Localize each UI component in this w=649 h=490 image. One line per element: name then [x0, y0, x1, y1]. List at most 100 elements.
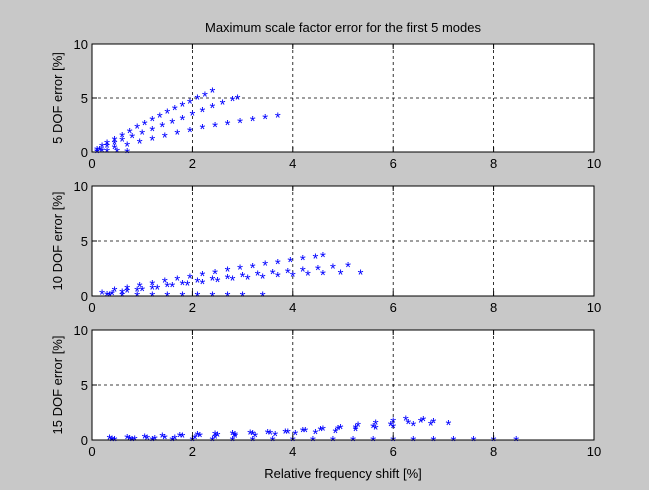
- subplot-5-dof: * * * * * * * * * * * * * * * * ** * * * * * * * * * * * * * * ** * * * * * *…: [50, 37, 601, 171]
- data-point: *: [330, 433, 336, 450]
- data-point: *: [245, 271, 251, 288]
- data-point: *: [410, 433, 416, 450]
- x-tick-label: 0: [88, 156, 95, 171]
- data-point: *: [225, 288, 231, 305]
- data-point: *: [355, 419, 361, 436]
- data-point: *: [149, 123, 155, 140]
- data-point: *: [290, 433, 296, 450]
- data-point: *: [210, 100, 216, 117]
- data-point: *: [112, 133, 118, 150]
- data-point: *: [250, 113, 256, 130]
- data-point: *: [149, 113, 155, 130]
- data-point: *: [451, 433, 457, 450]
- data-point: *: [194, 288, 200, 305]
- data-point: *: [230, 433, 236, 450]
- data-point: *: [99, 286, 105, 303]
- data-point: *: [420, 413, 426, 430]
- data-point: *: [104, 136, 110, 153]
- data-point: *: [99, 140, 105, 157]
- data-point: *: [373, 421, 379, 438]
- data-point: *: [225, 264, 231, 281]
- data-point: *: [114, 144, 120, 161]
- data-point: *: [109, 432, 115, 449]
- data-point: *: [159, 119, 165, 136]
- x-axis-label: Relative frequency shift [%]: [264, 466, 422, 481]
- data-point: *: [94, 143, 100, 160]
- data-point: *: [275, 109, 281, 126]
- data-point: *: [471, 433, 477, 450]
- data-point: *: [137, 279, 143, 296]
- data-point: *: [320, 423, 326, 440]
- subplot-15-dof: * * * * * * * * * * * * * * * * * * ** * * * * * * * * * * * * * * * * * * **…: [50, 323, 601, 459]
- data-point: *: [134, 121, 140, 138]
- data-point: *: [162, 275, 168, 292]
- data-point: *: [162, 431, 168, 448]
- data-point: *: [200, 121, 206, 138]
- data-point: *: [124, 431, 130, 448]
- data-point: *: [287, 254, 293, 271]
- y-axis-label: 15 DOF error [%]: [50, 336, 65, 435]
- x-tick-label: 6: [390, 444, 397, 459]
- data-point: *: [112, 136, 118, 153]
- data-point: *: [232, 428, 238, 445]
- y-tick-label: 0: [81, 433, 88, 448]
- data-point: *: [237, 262, 243, 279]
- x-tick-label: 8: [490, 300, 497, 315]
- data-point: *: [428, 418, 434, 435]
- data-point: *: [212, 119, 218, 136]
- data-point: *: [262, 258, 268, 275]
- data-point: *: [345, 259, 351, 276]
- data-point: *: [270, 433, 276, 450]
- data-point: *: [162, 129, 168, 146]
- data-point: *: [267, 426, 273, 443]
- data-point: *: [164, 288, 170, 305]
- data-point: *: [174, 273, 180, 290]
- data-point: *: [285, 265, 291, 282]
- x-tick-label: 2: [189, 156, 196, 171]
- data-point: *: [149, 133, 155, 150]
- data-point: *: [212, 428, 218, 445]
- data-point: *: [240, 269, 246, 286]
- data-point: *: [373, 417, 379, 434]
- data-point: *: [300, 252, 306, 269]
- data-point: *: [184, 277, 190, 294]
- data-point: *: [370, 433, 376, 450]
- data-point: *: [129, 130, 135, 147]
- data-point: *: [358, 266, 364, 283]
- data-point: *: [142, 430, 148, 447]
- data-point: *: [390, 433, 396, 450]
- data-point: *: [300, 264, 306, 281]
- data-point: *: [137, 135, 143, 152]
- data-point: *: [197, 429, 203, 446]
- data-point: *: [250, 427, 256, 444]
- data-point: *: [333, 425, 339, 442]
- data-point: *: [312, 426, 318, 443]
- data-point: *: [265, 426, 271, 443]
- data-point: *: [250, 260, 256, 277]
- data-point: *: [157, 109, 163, 126]
- data-point: *: [210, 288, 216, 305]
- y-tick-label: 10: [74, 323, 88, 338]
- data-point: *: [290, 269, 296, 286]
- x-tick-label: 4: [289, 300, 296, 315]
- data-point: *: [169, 115, 175, 132]
- data-point: *: [390, 414, 396, 431]
- data-point: *: [285, 425, 291, 442]
- data-point: *: [134, 284, 140, 301]
- data-point: *: [230, 93, 236, 110]
- plot-area: [92, 330, 594, 440]
- data-point: *: [210, 433, 216, 450]
- data-point: *: [255, 268, 261, 285]
- data-point: *: [247, 426, 253, 443]
- y-tick-label: 0: [81, 145, 88, 160]
- x-tick-label: 10: [587, 300, 601, 315]
- data-point: *: [302, 424, 308, 441]
- data-point: *: [335, 422, 341, 439]
- data-point: *: [112, 284, 118, 301]
- data-point: *: [320, 267, 326, 284]
- y-axis-label: 10 DOF error [%]: [50, 192, 65, 291]
- data-point: *: [275, 256, 281, 273]
- data-point: *: [194, 92, 200, 109]
- data-point: *: [315, 262, 321, 279]
